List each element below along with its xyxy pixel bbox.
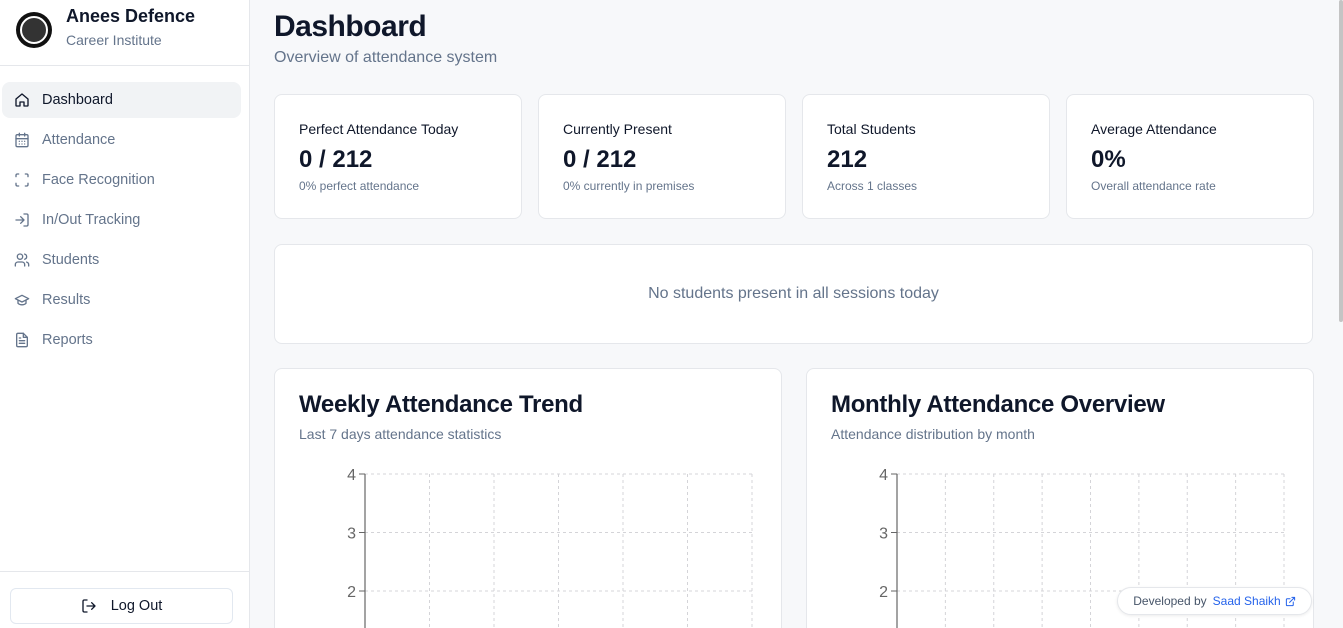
brand-name: Anees Defence — [66, 6, 196, 26]
stat-title: Total Students — [827, 121, 916, 137]
sidebar-item-label: Dashboard — [42, 92, 113, 108]
main-content: Dashboard Overview of attendance system … — [274, 0, 1314, 628]
home-icon — [14, 92, 30, 108]
brand-header: Anees Defence Career Institute — [0, 0, 249, 66]
developer-credit: Developed by Saad Shaikh — [1117, 587, 1312, 615]
page-title: Dashboard — [274, 10, 427, 43]
sidebar-item-label: Students — [42, 252, 100, 268]
y-tick-label: 2 — [879, 584, 888, 601]
file-text-icon — [14, 332, 30, 348]
scrollbar-thumb[interactable] — [1339, 0, 1343, 322]
calendar-icon — [14, 132, 30, 148]
empty-state-text: No students present in all sessions toda… — [648, 285, 939, 302]
stat-title: Average Attendance — [1091, 121, 1217, 137]
weekly-attendance-chart: 4 3 2 — [347, 467, 753, 628]
y-tick-label: 4 — [347, 467, 356, 484]
sidebar-item-in-out-tracking[interactable]: In/Out Tracking — [2, 202, 241, 238]
sidebar-item-results[interactable]: Results — [2, 282, 241, 318]
weekly-attendance-chart-card: Weekly Attendance Trend Last 7 days atte… — [274, 368, 782, 628]
sidebar-item-attendance[interactable]: Attendance — [2, 122, 241, 158]
y-tick-label: 3 — [347, 526, 356, 543]
sidebar-item-dashboard[interactable]: Dashboard — [2, 82, 241, 118]
stat-value: 0 / 212 — [299, 146, 373, 173]
stats-row: Perfect Attendance Today 0 / 212 0% perf… — [274, 94, 1314, 219]
stat-description: Overall attendance rate — [1091, 179, 1216, 193]
y-tick-label: 4 — [879, 467, 888, 484]
sidebar-item-reports[interactable]: Reports — [2, 322, 241, 358]
stat-card-currently-present: Currently Present 0 / 212 0% currently i… — [538, 94, 786, 219]
stat-description: Across 1 classes — [827, 179, 918, 193]
sidebar-item-label: Attendance — [42, 132, 116, 148]
chart-subtitle: Last 7 days attendance statistics — [299, 426, 502, 442]
institute-logo — [16, 12, 52, 48]
stat-description: 0% perfect attendance — [299, 179, 420, 193]
sidebar-item-students[interactable]: Students — [2, 242, 241, 278]
users-icon — [14, 252, 30, 268]
y-tick-label: 2 — [347, 584, 356, 601]
stat-value: 0 / 212 — [563, 146, 637, 173]
sidebar-item-label: Reports — [42, 332, 93, 348]
graduation-cap-icon — [14, 292, 30, 308]
scan-icon — [14, 172, 30, 188]
page-subtitle: Overview of attendance system — [274, 49, 498, 66]
sidebar-item-label: In/Out Tracking — [42, 212, 141, 228]
developer-link[interactable]: Saad Shaikh — [1213, 594, 1296, 608]
stat-description: 0% currently in premises — [563, 179, 695, 193]
stat-card-perfect-attendance: Perfect Attendance Today 0 / 212 0% perf… — [274, 94, 522, 219]
logout-label: Log Out — [110, 598, 163, 614]
sidebar-nav: Dashboard Attendance Face Recognition In… — [0, 66, 249, 358]
sidebar: Anees Defence Career Institute Dashboard… — [0, 0, 250, 628]
monthly-attendance-chart-card: Monthly Attendance Overview Attendance d… — [806, 368, 1314, 628]
stat-value: 212 — [827, 146, 868, 173]
stat-title: Currently Present — [563, 121, 672, 137]
y-tick-label: 3 — [879, 526, 888, 543]
stat-title: Perfect Attendance Today — [299, 121, 459, 137]
sidebar-item-label: Results — [42, 292, 91, 308]
logout-button[interactable]: Log Out — [10, 588, 233, 624]
brand-subtitle: Career Institute — [66, 32, 162, 48]
credit-prefix: Developed by — [1133, 594, 1207, 608]
chart-subtitle: Attendance distribution by month — [831, 426, 1035, 442]
sidebar-footer: Log Out — [0, 571, 249, 628]
stat-value: 0% — [1091, 146, 1126, 173]
chart-title: Weekly Attendance Trend — [299, 391, 583, 418]
stat-card-average-attendance: Average Attendance 0% Overall attendance… — [1066, 94, 1314, 219]
stat-card-total-students: Total Students 212 Across 1 classes — [802, 94, 1050, 219]
log-in-icon — [14, 212, 30, 228]
developer-name: Saad Shaikh — [1212, 594, 1281, 608]
log-out-icon — [81, 598, 97, 614]
sidebar-item-label: Face Recognition — [42, 172, 155, 188]
chart-title: Monthly Attendance Overview — [831, 391, 1165, 418]
page-scrollbar[interactable] — [1339, 0, 1343, 628]
monthly-attendance-chart: 4 3 2 — [879, 467, 1285, 628]
perfect-attendance-list: No students present in all sessions toda… — [274, 244, 1313, 344]
external-link-icon — [1285, 596, 1296, 607]
sidebar-item-face-recognition[interactable]: Face Recognition — [2, 162, 241, 198]
